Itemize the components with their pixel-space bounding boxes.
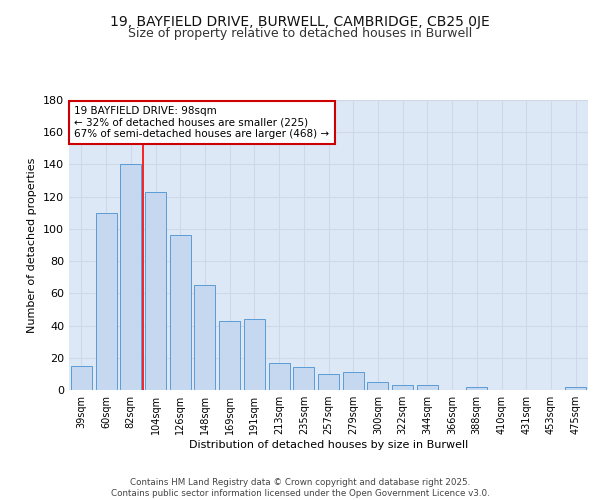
Y-axis label: Number of detached properties: Number of detached properties (28, 158, 37, 332)
Bar (343, 372, 364, 390)
X-axis label: Distribution of detached houses by size in Burwell: Distribution of detached houses by size … (189, 440, 468, 450)
Bar (244, 319, 265, 390)
Bar (417, 385, 438, 390)
Bar (71, 366, 92, 390)
Bar (318, 374, 339, 390)
Bar (565, 387, 586, 390)
Bar (120, 164, 141, 390)
Bar (269, 362, 290, 390)
Bar (367, 382, 388, 390)
Bar (392, 385, 413, 390)
Bar (466, 387, 487, 390)
Bar (95, 213, 116, 390)
Text: Size of property relative to detached houses in Burwell: Size of property relative to detached ho… (128, 28, 472, 40)
Text: 19, BAYFIELD DRIVE, BURWELL, CAMBRIDGE, CB25 0JE: 19, BAYFIELD DRIVE, BURWELL, CAMBRIDGE, … (110, 15, 490, 29)
Bar (170, 236, 191, 390)
Text: Contains HM Land Registry data © Crown copyright and database right 2025.
Contai: Contains HM Land Registry data © Crown c… (110, 478, 490, 498)
Text: 19 BAYFIELD DRIVE: 98sqm
← 32% of detached houses are smaller (225)
67% of semi-: 19 BAYFIELD DRIVE: 98sqm ← 32% of detach… (74, 106, 329, 139)
Bar (145, 192, 166, 390)
Bar (293, 368, 314, 390)
Bar (194, 286, 215, 390)
Bar (219, 320, 240, 390)
